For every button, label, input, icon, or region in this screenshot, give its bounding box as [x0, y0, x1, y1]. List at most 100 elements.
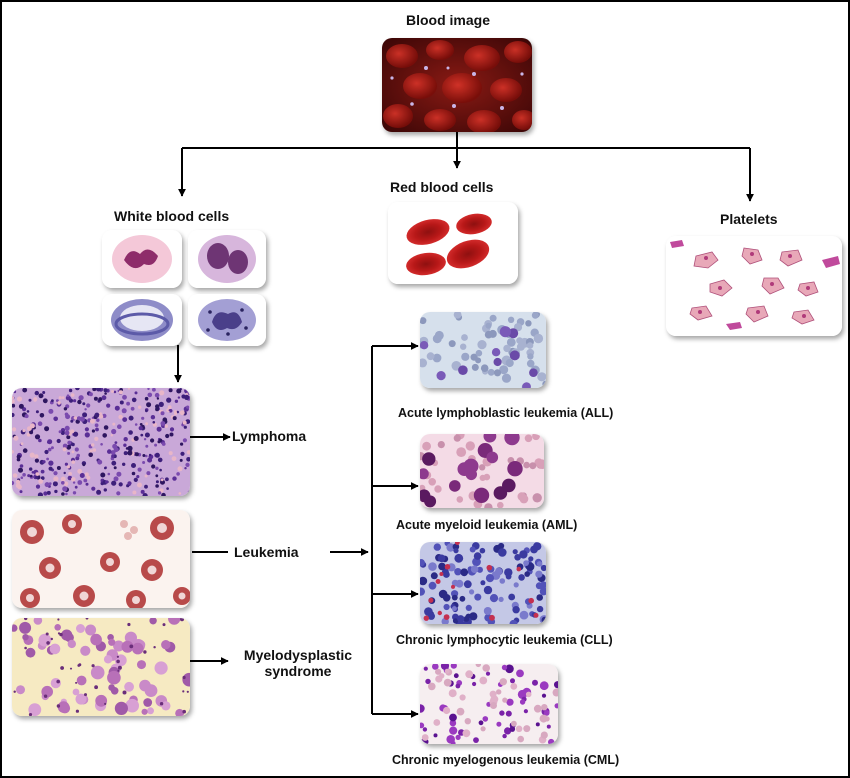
- texture-dot: [454, 568, 462, 576]
- texture-dot: [129, 644, 134, 649]
- white-blood-cells-label: White blood cells: [114, 208, 230, 224]
- texture-dot: [489, 594, 499, 603]
- texture-dot: [147, 388, 150, 391]
- texture-dot: [497, 501, 504, 508]
- texture-dot: [61, 430, 64, 434]
- texture-dot: [159, 468, 162, 472]
- texture-dot: [161, 640, 171, 650]
- texture-dot: [523, 725, 531, 733]
- texture-dot: [535, 722, 540, 727]
- texture-dot: [138, 405, 142, 409]
- cml-picture: [420, 664, 558, 744]
- texture-dot: [158, 438, 163, 442]
- texture-dot: [499, 365, 509, 375]
- texture-dot: [63, 407, 68, 411]
- texture-dot: [12, 403, 16, 408]
- cll-art: [420, 542, 546, 624]
- texture-dot: [56, 704, 61, 708]
- texture-dot: [107, 449, 112, 454]
- texture-dot: [112, 443, 118, 449]
- texture-dot: [76, 675, 87, 686]
- texture-dot: [75, 709, 79, 713]
- wbc-monocyte-art: [102, 294, 182, 346]
- texture-dot: [453, 434, 461, 442]
- texture-dot: [495, 567, 503, 576]
- texture-dot: [518, 574, 525, 581]
- texture-dot: [525, 691, 532, 698]
- texture-dot: [42, 398, 48, 404]
- texture-dot: [456, 496, 464, 503]
- texture-dot: [134, 452, 139, 457]
- texture-dot: [461, 334, 468, 341]
- texture-dot: [141, 708, 148, 715]
- texture-dot: [116, 655, 119, 658]
- texture-dot: [62, 486, 68, 492]
- texture-dot: [121, 640, 134, 653]
- texture-dot: [186, 405, 190, 409]
- texture-dot: [107, 670, 121, 685]
- texture-dot: [505, 664, 514, 674]
- texture-dot: [172, 416, 177, 421]
- texture-dot: [420, 489, 431, 503]
- texture-dot: [437, 610, 442, 616]
- texture-dot: [160, 411, 165, 416]
- texture-dot: [53, 416, 58, 422]
- texture-dot: [485, 322, 492, 329]
- cml-label: Chronic myelogenous leukemia (CML): [392, 753, 620, 767]
- texture-dot: [111, 390, 114, 393]
- texture-dot: [136, 475, 140, 479]
- texture-dot: [420, 704, 425, 713]
- texture-dot: [523, 709, 528, 714]
- texture-dot: [507, 316, 515, 323]
- texture-dot: [137, 467, 142, 472]
- texture-dot: [526, 359, 535, 368]
- texture-dot: [161, 701, 171, 711]
- texture-dot: [123, 437, 128, 442]
- blood-image-art: [382, 38, 532, 132]
- texture-dot: [516, 342, 525, 351]
- texture-dot: [166, 487, 169, 490]
- texture-dot: [106, 403, 111, 408]
- texture-dot: [12, 624, 18, 632]
- texture-dot: [422, 727, 428, 732]
- texture-dot: [536, 594, 543, 601]
- texture-dot: [483, 434, 497, 443]
- texture-dot: [433, 733, 438, 738]
- texture-dot: [469, 612, 478, 621]
- texture-dot: [142, 454, 146, 457]
- texture-dot: [512, 549, 518, 555]
- texture-dot: [104, 466, 107, 470]
- texture-dot: [532, 434, 540, 441]
- texture-dot: [123, 443, 127, 447]
- texture-dot: [57, 632, 61, 635]
- texture-dot: [455, 734, 461, 740]
- texture-dot: [154, 392, 160, 398]
- texture-dot: [70, 419, 74, 423]
- texture-dot: [28, 713, 33, 716]
- texture-dot: [43, 491, 48, 496]
- texture-dot: [116, 491, 121, 496]
- texture-dot: [499, 710, 505, 716]
- texture-dot: [516, 337, 523, 344]
- texture-dot: [463, 580, 472, 589]
- red-blood-cells-picture: [388, 202, 518, 284]
- texture-dot: [111, 480, 117, 486]
- texture-dot: [432, 353, 442, 363]
- texture-dot: [478, 720, 484, 726]
- texture-dot: [133, 477, 138, 482]
- texture-dot: [40, 469, 45, 474]
- texture-dot: [420, 722, 425, 729]
- texture-dot: [29, 474, 33, 478]
- texture-dot: [143, 650, 147, 654]
- texture-dot: [110, 687, 119, 695]
- texture-dot: [72, 491, 77, 495]
- texture-dot: [514, 554, 521, 561]
- cml-art: [420, 664, 558, 744]
- texture-dot: [119, 400, 124, 405]
- texture-dot: [168, 451, 173, 456]
- texture-dot: [77, 480, 83, 485]
- texture-dot: [469, 589, 475, 595]
- texture-dot: [172, 476, 177, 481]
- texture-dot: [489, 614, 495, 621]
- texture-dot: [160, 479, 165, 485]
